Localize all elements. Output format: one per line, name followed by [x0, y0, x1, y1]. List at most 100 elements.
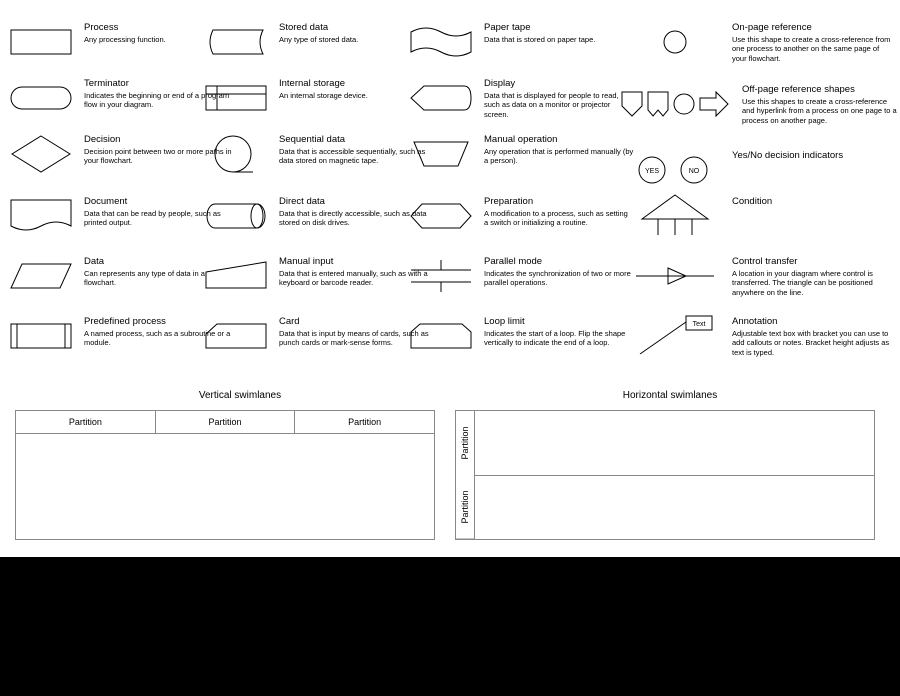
title: Loop limit — [484, 316, 634, 328]
desc: Use this shapes to create a cross-refere… — [742, 97, 897, 125]
shape-internal: Internal storageAn internal storage devi… — [205, 78, 368, 118]
annotation-icon: Text — [630, 316, 720, 356]
desc: Data that is displayed for people to rea… — [484, 91, 634, 119]
shape-document: DocumentData that can be read by people,… — [10, 196, 234, 236]
predefined-icon — [10, 316, 72, 356]
title: Yes/No decision indicators — [732, 150, 843, 162]
title: Manual operation — [484, 134, 634, 146]
title: Preparation — [484, 196, 634, 208]
title: Sequential data — [279, 134, 429, 146]
shape-process: ProcessAny processing function. — [10, 22, 166, 62]
title: Parallel mode — [484, 256, 634, 268]
title: Direct data — [279, 196, 429, 208]
papertape-icon — [410, 22, 472, 62]
vertical-swimlane: Partition Partition Partition — [15, 410, 435, 540]
desc: Data that is directly accessible, such a… — [279, 209, 429, 228]
display-icon — [410, 78, 472, 118]
shape-offpage: Off-page reference shapesUse this shapes… — [620, 84, 897, 125]
title: Internal storage — [279, 78, 368, 90]
shape-preparation: PreparationA modification to a process, … — [410, 196, 634, 236]
control-icon — [630, 256, 720, 296]
horizontal-swimlanes-title: Horizontal swimlanes — [580, 390, 760, 401]
partition-label: Partition — [456, 475, 474, 540]
desc: Any processing function. — [84, 35, 166, 44]
shape-decision: DecisionDecision point between two or mo… — [10, 134, 234, 174]
footer-blackbar — [0, 557, 900, 696]
svg-text:Text: Text — [693, 321, 706, 328]
shape-yesno: YES NO Yes/No decision indicators — [630, 150, 843, 190]
decision-icon — [10, 134, 72, 174]
title: Annotation — [732, 316, 892, 328]
svg-text:YES: YES — [645, 168, 659, 175]
sequential-icon — [205, 134, 267, 174]
horizontal-swimlane-header: Partition Partition — [456, 411, 475, 539]
condition-icon — [630, 196, 720, 236]
desc: An internal storage device. — [279, 91, 368, 100]
shape-manualop: Manual operationAny operation that is pe… — [410, 134, 634, 174]
shape-condition: Condition — [630, 196, 772, 236]
desc: A location in your diagram where control… — [732, 269, 892, 297]
shape-parallel: Parallel modeIndicates the synchronizati… — [410, 256, 634, 296]
partition-label: Partition — [156, 411, 296, 433]
shape-stored: Stored dataAny type of stored data. — [205, 22, 358, 62]
vertical-swimlane-header: Partition Partition Partition — [16, 411, 434, 434]
shape-card: CardData that is input by means of cards… — [205, 316, 429, 356]
partition-label: Partition — [295, 411, 434, 433]
shape-terminator: TerminatorIndicates the beginning or end… — [10, 78, 234, 118]
partition-label: Partition — [456, 411, 474, 475]
process-icon — [10, 22, 72, 62]
shape-annotation: Text AnnotationAdjustable text box with … — [630, 316, 892, 357]
svg-text:NO: NO — [689, 168, 700, 175]
direct-icon — [205, 196, 267, 236]
internal-icon — [205, 78, 267, 118]
shape-manualinput: Manual inputData that is entered manuall… — [205, 256, 429, 296]
title: Off-page reference shapes — [742, 84, 897, 96]
title: Card — [279, 316, 429, 328]
title: Control transfer — [732, 256, 892, 268]
title: Display — [484, 78, 634, 90]
onpage-icon — [630, 22, 720, 62]
desc: Any type of stored data. — [279, 35, 358, 44]
horizontal-swimlane: Partition Partition — [455, 410, 875, 540]
desc: Any operation that is performed manually… — [484, 147, 634, 166]
desc: Data that is accessible sequentially, su… — [279, 147, 429, 166]
yesno-icon: YES NO — [630, 150, 720, 190]
shape-papertape: Paper tapeData that is stored on paper t… — [410, 22, 595, 62]
desc: A modification to a process, such as set… — [484, 209, 634, 228]
shape-control: Control transferA location in your diagr… — [630, 256, 892, 297]
shape-display: DisplayData that is displayed for people… — [410, 78, 634, 119]
offpage-icon — [620, 84, 730, 124]
desc: Indicates the start of a loop. Flip the … — [484, 329, 634, 348]
shape-onpage: On-page referenceUse this shape to creat… — [630, 22, 892, 63]
stored-icon — [205, 22, 267, 62]
vertical-swimlanes-title: Vertical swimlanes — [150, 390, 330, 401]
desc: Data that is input by means of cards, su… — [279, 329, 429, 348]
shape-direct: Direct dataData that is directly accessi… — [205, 196, 429, 236]
flowchart-shapes-reference: ProcessAny processing function. Terminat… — [0, 0, 900, 557]
desc: Indicates the synchronization of two or … — [484, 269, 634, 288]
title: Condition — [732, 196, 772, 208]
manualinput-icon — [205, 256, 267, 296]
horizontal-swimlane-body — [475, 411, 874, 539]
desc: Adjustable text box with bracket you can… — [732, 329, 892, 357]
data-icon — [10, 256, 72, 296]
shape-looplimit: Loop limitIndicates the start of a loop.… — [410, 316, 634, 356]
card-icon — [205, 316, 267, 356]
desc: Data that is entered manually, such as w… — [279, 269, 429, 288]
desc: Data that is stored on paper tape. — [484, 35, 595, 44]
desc: Use this shape to create a cross-referen… — [732, 35, 892, 63]
partition-label: Partition — [16, 411, 156, 433]
preparation-icon — [410, 196, 472, 236]
title: Stored data — [279, 22, 358, 34]
shape-predefined: Predefined processA named process, such … — [10, 316, 234, 356]
title: On-page reference — [732, 22, 892, 34]
manualop-icon — [410, 134, 472, 174]
document-icon — [10, 196, 72, 236]
looplimit-icon — [410, 316, 472, 356]
parallel-icon — [410, 256, 472, 296]
shape-data: DataCan represents any type of data in a… — [10, 256, 234, 296]
shape-sequential: Sequential dataData that is accessible s… — [205, 134, 429, 174]
terminator-icon — [10, 78, 72, 118]
title: Paper tape — [484, 22, 595, 34]
title: Process — [84, 22, 166, 34]
